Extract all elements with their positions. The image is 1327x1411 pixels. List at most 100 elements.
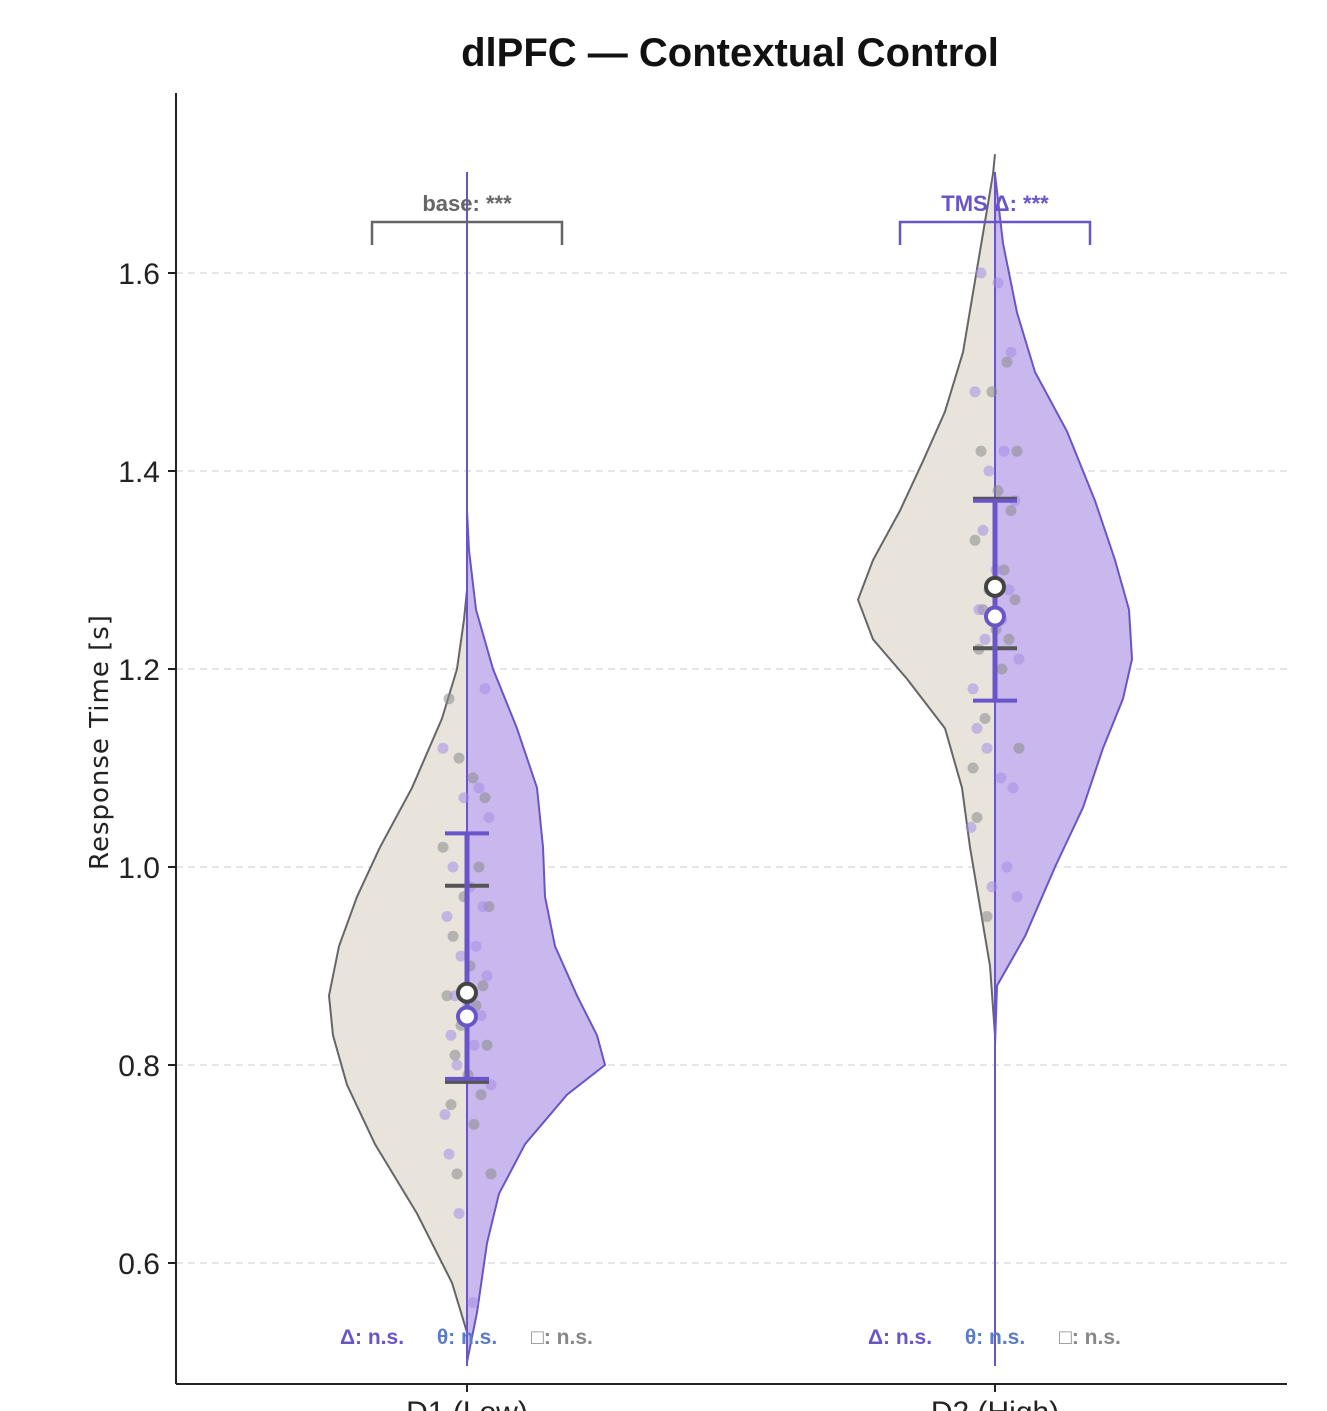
- y-tick-labels: 0.6 0.8 1.0 1.2 1.4 1.6: [118, 258, 176, 1281]
- stat-label: □: n.s.: [1059, 1326, 1121, 1349]
- data-point: [979, 633, 991, 645]
- data-point: [971, 722, 983, 734]
- violin-outline: [328, 589, 468, 1333]
- x-tick-label: D1 (Low): [406, 1396, 528, 1411]
- significance-bracket: [898, 220, 1092, 245]
- chart-title: dlPFC — Contextual Control: [461, 31, 999, 75]
- data-point: [973, 604, 985, 616]
- mean-marker: [984, 605, 1006, 628]
- data-point: [473, 782, 485, 794]
- data-point: [983, 465, 995, 477]
- data-point: [1001, 356, 1013, 368]
- data-point: [996, 663, 1008, 675]
- data-point: [1001, 861, 1013, 873]
- data-point: [1013, 742, 1025, 754]
- violin-half-tms: [995, 174, 1132, 1046]
- data-point: [1003, 633, 1015, 645]
- data-point: [967, 762, 979, 774]
- data-point: [1009, 594, 1021, 606]
- data-point: [1011, 891, 1023, 903]
- data-point: [481, 970, 493, 982]
- data-point: [467, 1297, 479, 1309]
- data-point: [992, 485, 1004, 497]
- data-point: [473, 861, 485, 873]
- stat-label: θ: n.s.: [965, 1326, 1025, 1349]
- annotations: base: *** TMS Δ: *** Δ: n.s. θ: n.s. □: n.s.…: [340, 191, 1121, 1349]
- mean-marker: [456, 981, 478, 1004]
- data-point: [1005, 505, 1017, 517]
- data-point: [443, 1148, 455, 1160]
- data-point: [458, 792, 470, 804]
- data-point: [453, 752, 465, 764]
- data-point: [992, 277, 1004, 289]
- y-tick-label: 0.6: [118, 1248, 160, 1281]
- data-point: [453, 1208, 465, 1219]
- data-point: [439, 1109, 451, 1120]
- violin-half-baseline: [858, 154, 995, 1036]
- violin-half-tms: [467, 510, 605, 1363]
- violin-outline: [466, 510, 606, 1363]
- data-point: [1003, 584, 1015, 596]
- stat-label: □: n.s.: [531, 1326, 593, 1349]
- significance-label: base: ***: [422, 191, 512, 216]
- data-point: [468, 1039, 480, 1051]
- data-point: [986, 881, 998, 893]
- data-point: [971, 812, 983, 823]
- data-point: [969, 534, 981, 546]
- violins: [328, 154, 1133, 1366]
- data-point: [447, 930, 459, 942]
- data-point: [981, 742, 993, 754]
- stat-label: θ: n.s.: [437, 1326, 497, 1349]
- data-point: [468, 1118, 480, 1130]
- data-point: [470, 940, 482, 952]
- error-bars: [445, 496, 1017, 1084]
- data-point: [479, 683, 491, 695]
- x-tick-label: D2 (High): [931, 1396, 1059, 1411]
- stat-label: Δ: n.s.: [340, 1326, 404, 1349]
- data-point: [477, 980, 489, 992]
- data-point: [467, 772, 479, 784]
- x-tick-labels: D1 (Low) D2 (High): [406, 1384, 1059, 1411]
- data-point: [1011, 445, 1023, 457]
- data-point: [965, 821, 977, 833]
- significance-label: TMS Δ: ***: [941, 191, 1049, 216]
- y-tick-label: 1.6: [118, 258, 160, 291]
- mean-marker: [984, 575, 1006, 598]
- data-point: [485, 1168, 497, 1180]
- data-point: [998, 445, 1010, 457]
- data-point: [483, 812, 495, 823]
- data-point: [475, 1089, 487, 1101]
- data-point: [979, 713, 991, 724]
- violin-outline: [857, 154, 996, 1036]
- gridlines: [176, 272, 1287, 1264]
- data-point: [479, 792, 491, 804]
- data-point: [975, 445, 987, 457]
- data-point: [975, 267, 987, 279]
- data-point: [967, 683, 979, 695]
- violin-outline: [994, 173, 1133, 1046]
- y-tick-label: 1.0: [118, 852, 160, 885]
- data-point: [443, 693, 455, 705]
- data-point: [477, 901, 489, 913]
- data-point: [437, 742, 449, 754]
- data-point: [451, 1168, 463, 1180]
- y-tick-label: 1.2: [118, 654, 160, 687]
- data-point: [1005, 346, 1017, 358]
- data-point: [969, 386, 981, 398]
- data-point: [445, 1099, 457, 1111]
- y-tick-label: 0.8: [118, 1050, 160, 1083]
- data-point: [1013, 653, 1025, 665]
- data-point: [441, 990, 453, 1002]
- data-point: [449, 1049, 461, 1061]
- data-point: [995, 772, 1007, 784]
- data-point: [481, 1039, 493, 1051]
- data-point: [437, 841, 449, 853]
- data-point: [998, 564, 1010, 576]
- data-point: [445, 1029, 457, 1041]
- data-point: [977, 524, 989, 536]
- data-point: [981, 911, 993, 922]
- violin-half-baseline: [329, 589, 467, 1333]
- significance-bracket: [370, 220, 564, 245]
- mean-marker: [456, 1005, 478, 1028]
